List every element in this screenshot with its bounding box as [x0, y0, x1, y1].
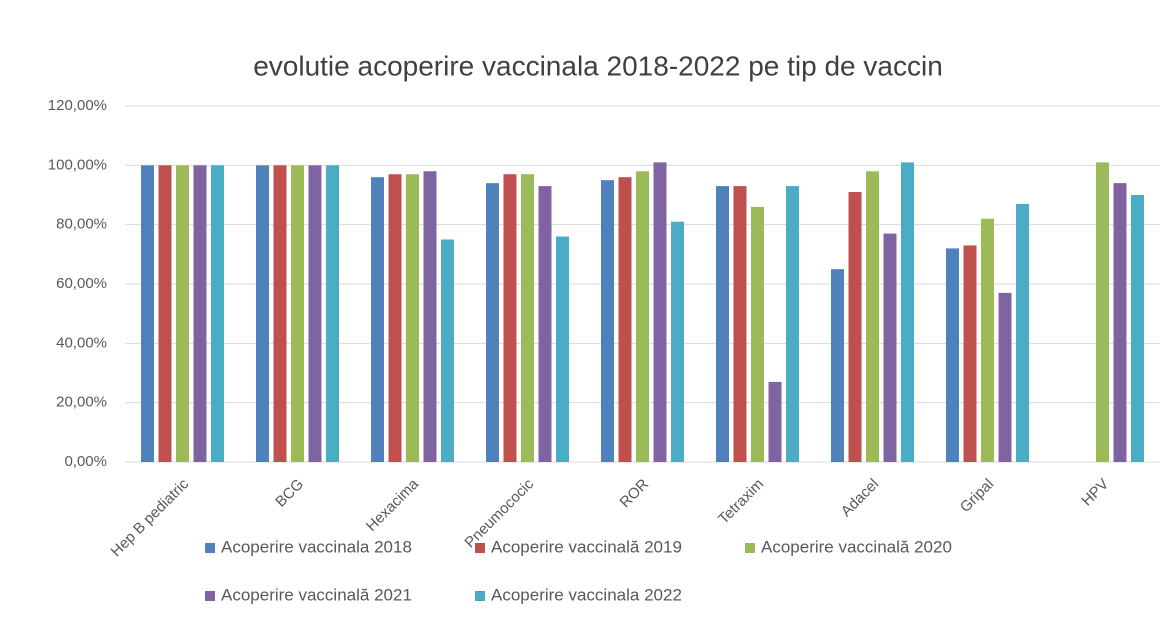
legend-swatch	[205, 591, 215, 601]
legend-swatch	[475, 591, 485, 601]
bar	[716, 186, 729, 462]
bar	[521, 174, 534, 462]
bar	[636, 171, 649, 462]
bar	[883, 233, 897, 462]
bar	[1016, 203, 1029, 462]
bar	[503, 174, 517, 462]
bar	[291, 165, 304, 463]
legend-label: Acoperire vaccinala 2018	[221, 537, 412, 556]
y-tick-label: 20,00%	[56, 394, 107, 411]
bar	[423, 171, 437, 462]
legend-label: Acoperire vaccinală 2019	[491, 537, 682, 556]
bar	[1113, 183, 1127, 462]
bar	[211, 165, 224, 463]
legend-label: Acoperire vaccinală 2020	[761, 537, 952, 556]
bar	[831, 269, 844, 462]
bar	[326, 165, 339, 463]
legend-swatch	[475, 543, 485, 553]
bar	[441, 239, 454, 462]
bar	[671, 221, 684, 462]
bar	[308, 165, 322, 463]
bar	[1096, 162, 1109, 462]
bar	[273, 165, 287, 463]
y-tick-label: 40,00%	[56, 334, 107, 351]
bar	[388, 174, 402, 462]
bar	[653, 162, 667, 462]
bar	[538, 186, 552, 462]
legend-label: Acoperire vaccinală 2021	[221, 585, 412, 604]
bar	[1131, 195, 1144, 462]
bar	[486, 183, 499, 462]
bar	[733, 186, 747, 462]
bar	[556, 236, 569, 462]
bar	[946, 248, 959, 462]
bar	[963, 245, 977, 462]
bar	[618, 177, 632, 462]
y-tick-label: 120,00%	[48, 97, 107, 114]
y-tick-label: 60,00%	[56, 275, 107, 292]
y-tick-label: 80,00%	[56, 216, 107, 233]
bar	[768, 381, 782, 462]
y-tick-label: 0,00%	[64, 453, 107, 470]
bar	[901, 162, 914, 462]
bar	[786, 186, 799, 462]
bar	[848, 192, 862, 463]
bar	[158, 165, 172, 463]
legend-label: Acoperire vaccinala 2022	[491, 585, 682, 604]
bar	[601, 180, 614, 462]
bar	[193, 165, 207, 463]
bar	[256, 165, 269, 463]
legend-swatch	[745, 543, 755, 553]
y-tick-label: 100,00%	[48, 156, 107, 173]
legend-swatch	[205, 543, 215, 553]
bar	[371, 177, 384, 462]
bar	[866, 171, 879, 462]
chart-title: evolutie acoperire vaccinala 2018-2022 p…	[253, 50, 943, 81]
bar	[406, 174, 419, 462]
bar	[998, 292, 1012, 462]
bar	[751, 206, 764, 462]
bar	[141, 165, 154, 463]
bar	[176, 165, 189, 463]
bar	[981, 218, 994, 462]
